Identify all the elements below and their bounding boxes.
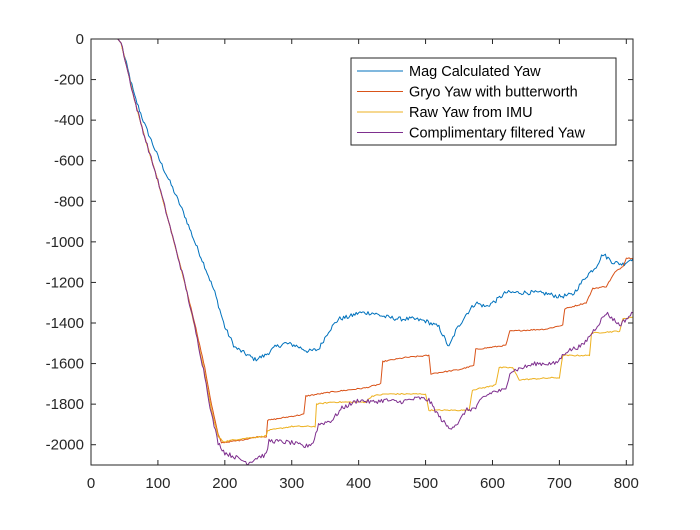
y-tick-label: -600 <box>54 153 84 170</box>
x-tick-label: 400 <box>346 475 371 492</box>
legend-label: Raw Yaw from IMU <box>409 105 533 121</box>
x-tick-label: 500 <box>413 475 438 492</box>
y-tick-label: -1600 <box>46 356 84 373</box>
x-tick-label: 600 <box>480 475 505 492</box>
ticks-layer: 0 100 200 300 400 500 600 700 800 0 -200 -400 -600 -8… <box>46 31 639 492</box>
series-line-1 <box>91 38 634 362</box>
y-tick-label: -1400 <box>46 315 84 332</box>
y-tick-label: -800 <box>54 193 84 210</box>
x-tick-label: 200 <box>212 475 237 492</box>
y-tick-label: -2000 <box>46 437 84 454</box>
legend-box <box>350 57 617 146</box>
legend: Mag Calculated Yaw Gryo Yaw with butterwo… <box>350 57 617 146</box>
x-tick-label: 800 <box>614 475 639 492</box>
y-tick-label: -1200 <box>46 274 84 291</box>
y-tick-label: -1800 <box>46 396 84 413</box>
axes-box <box>90 38 634 466</box>
x-tick-label: 700 <box>547 475 572 492</box>
x-tick-label: 100 <box>145 475 170 492</box>
y-tick-label: -200 <box>54 72 84 89</box>
x-tick-label: 0 <box>87 475 95 492</box>
series-layer <box>91 38 634 466</box>
legend-label: Complimentary filtered Yaw <box>409 126 585 142</box>
y-tick-label: -1000 <box>46 234 84 251</box>
legend-label: Gryo Yaw with butterworth <box>409 85 578 101</box>
y-tick-label: -400 <box>54 112 84 129</box>
legend-label: Mag Calculated Yaw <box>409 64 541 80</box>
x-tick-label: 300 <box>279 475 304 492</box>
series-line-4 <box>91 38 634 466</box>
y-tick-label: 0 <box>76 31 84 48</box>
